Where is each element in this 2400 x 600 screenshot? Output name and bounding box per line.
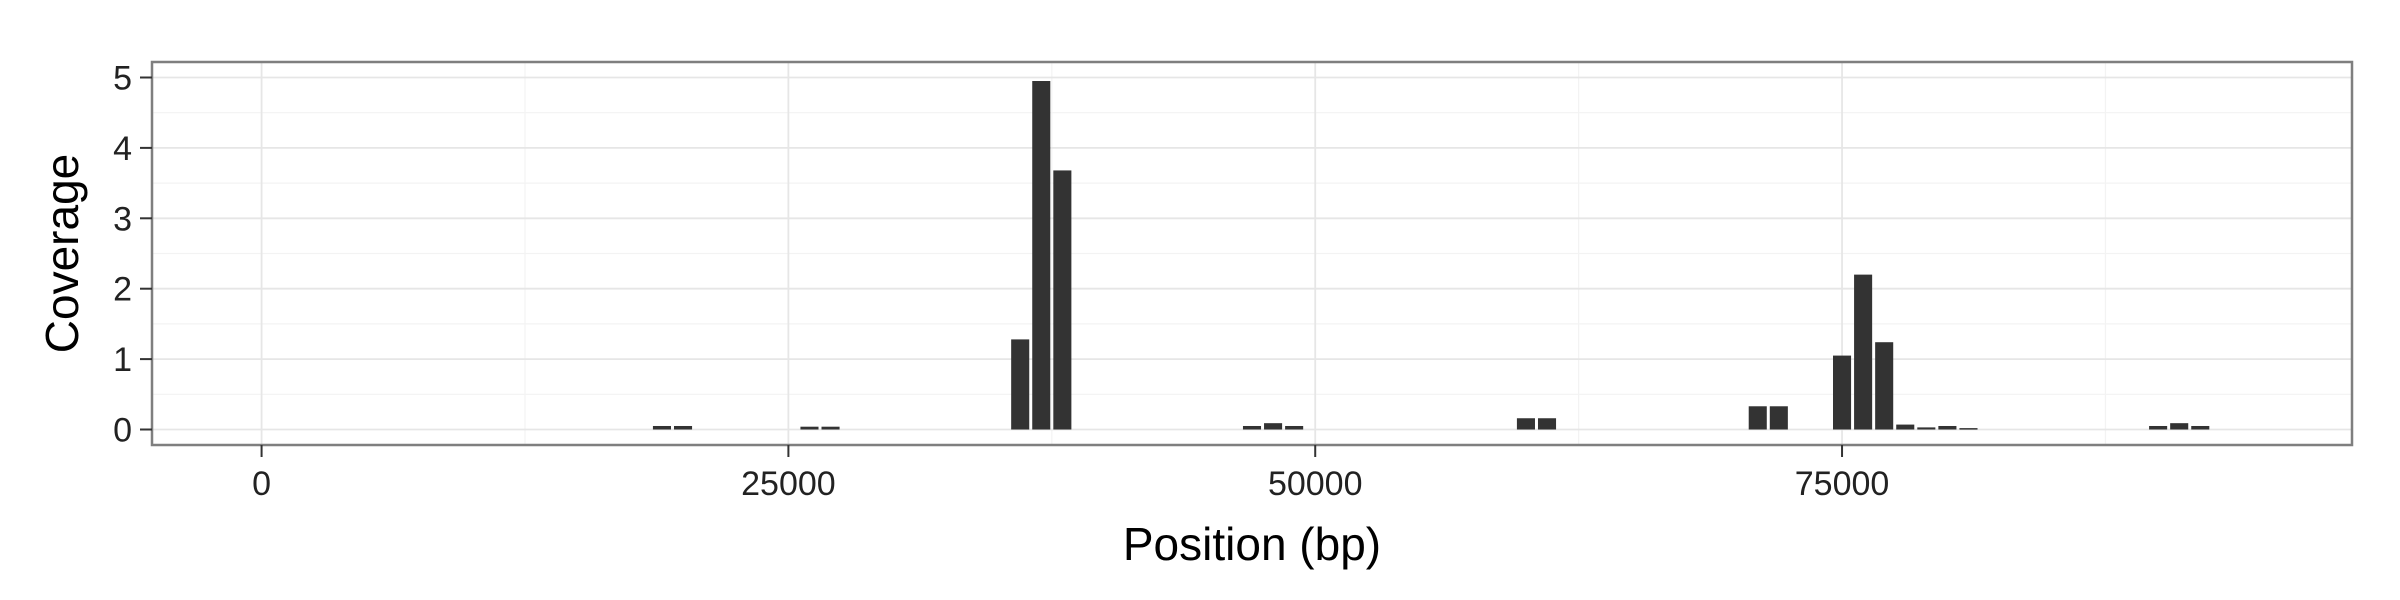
x-tick-label: 25000 bbox=[741, 465, 836, 503]
bar bbox=[1959, 428, 1978, 430]
bar bbox=[2191, 425, 2210, 430]
bar bbox=[1011, 339, 1030, 430]
y-tick-label: 0 bbox=[113, 412, 132, 450]
bar bbox=[1833, 355, 1852, 430]
grid bbox=[152, 62, 2352, 445]
y-tick-label: 2 bbox=[113, 271, 132, 309]
bars bbox=[652, 81, 2210, 430]
y-tick-label: 4 bbox=[113, 130, 132, 168]
bar bbox=[821, 426, 840, 430]
x-axis-title: Position (bp) bbox=[1123, 518, 1381, 570]
bar bbox=[1053, 170, 1072, 430]
x-axis: 0 25000 50000 75000 bbox=[252, 445, 1889, 503]
bar bbox=[652, 425, 671, 430]
bar bbox=[1875, 342, 1894, 430]
bar bbox=[1917, 427, 1936, 430]
y-tick-label: 1 bbox=[113, 341, 132, 379]
y-tick-label: 3 bbox=[113, 200, 132, 238]
bar bbox=[1242, 425, 1262, 430]
bar bbox=[2170, 423, 2189, 430]
bar bbox=[1854, 274, 1873, 430]
x-tick-label: 0 bbox=[252, 465, 271, 503]
y-tick-label: 5 bbox=[113, 59, 132, 97]
bar bbox=[1748, 406, 1767, 430]
bar bbox=[673, 425, 693, 430]
bar bbox=[1285, 425, 1304, 430]
bar bbox=[800, 426, 819, 430]
bar bbox=[1032, 81, 1051, 430]
bar bbox=[1896, 424, 1915, 430]
bar bbox=[1769, 406, 1788, 430]
bar bbox=[1264, 423, 1283, 430]
y-axis: 0 1 2 3 4 5 bbox=[113, 59, 152, 450]
y-axis-title: Coverage bbox=[36, 154, 88, 353]
bar bbox=[1537, 418, 1557, 430]
plot-panel bbox=[150, 60, 2354, 447]
bar bbox=[2149, 425, 2168, 430]
x-tick-label: 75000 bbox=[1795, 465, 1890, 503]
bar bbox=[1938, 425, 1957, 430]
bar bbox=[1516, 418, 1535, 430]
x-tick-label: 50000 bbox=[1268, 465, 1363, 503]
